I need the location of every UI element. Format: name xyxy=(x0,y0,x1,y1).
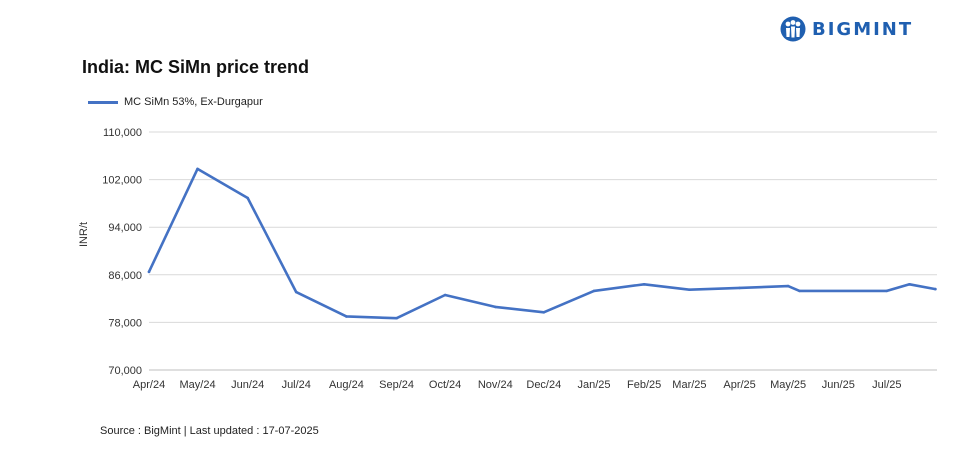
data-point xyxy=(147,270,151,274)
data-point xyxy=(493,305,497,309)
x-tick-label: Jul/24 xyxy=(282,379,311,391)
source-note: Source : BigMint | Last updated : 17-07-… xyxy=(100,425,319,437)
data-point xyxy=(908,283,911,286)
y-tick-label: 70,000 xyxy=(108,365,142,377)
data-point xyxy=(934,287,937,291)
legend-label: MC SiMn 53%, Ex-Durgapur xyxy=(124,96,263,108)
x-tick-label: Apr/24 xyxy=(133,379,165,391)
x-tick-label: Mar/25 xyxy=(672,379,706,391)
data-point xyxy=(246,196,250,200)
data-point xyxy=(294,290,298,294)
x-tick-label: Sep/24 xyxy=(379,379,414,391)
chart-title: India: MC SiMn price trend xyxy=(82,57,310,77)
x-tick-label: Dec/24 xyxy=(526,379,561,391)
data-point xyxy=(395,316,398,320)
y-tick-label: 86,000 xyxy=(108,270,142,282)
data-point xyxy=(688,288,691,291)
y-tick-label: 94,000 xyxy=(108,222,142,234)
data-point xyxy=(786,284,790,288)
brand-logo: BIGMINT xyxy=(780,16,913,42)
data-point xyxy=(443,293,447,297)
x-tick-label: May/24 xyxy=(180,379,216,391)
x-tick-label: Jun/24 xyxy=(231,379,264,391)
data-point xyxy=(798,289,801,293)
bigmint-people-icon xyxy=(780,16,806,42)
x-tick-label: Feb/25 xyxy=(627,379,661,391)
brand-name: BIGMINT xyxy=(812,18,914,40)
x-tick-label: Jan/25 xyxy=(577,379,610,391)
data-point xyxy=(885,289,889,293)
data-point xyxy=(345,315,348,318)
data-point xyxy=(738,286,741,290)
x-tick-label: Apr/25 xyxy=(723,379,755,391)
legend-swatch xyxy=(88,100,118,104)
x-tick-label: Jul/25 xyxy=(872,379,901,391)
data-point xyxy=(592,289,596,293)
data-point xyxy=(642,283,646,286)
chart-legend: MC SiMn 53%, Ex-Durgapur xyxy=(88,96,263,108)
y-tick-label: 110,000 xyxy=(103,127,142,139)
y-tick-label: 102,000 xyxy=(102,175,142,187)
y-tick-label: 78,000 xyxy=(108,317,142,329)
x-tick-label: Aug/24 xyxy=(329,379,364,391)
data-point xyxy=(196,167,199,171)
x-tick-label: Oct/24 xyxy=(429,379,461,391)
x-tick-label: Jun/25 xyxy=(822,379,855,391)
series-line xyxy=(147,167,937,320)
x-tick-label: Nov/24 xyxy=(478,379,513,391)
data-point xyxy=(542,310,546,314)
x-tick-label: May/25 xyxy=(770,379,806,391)
